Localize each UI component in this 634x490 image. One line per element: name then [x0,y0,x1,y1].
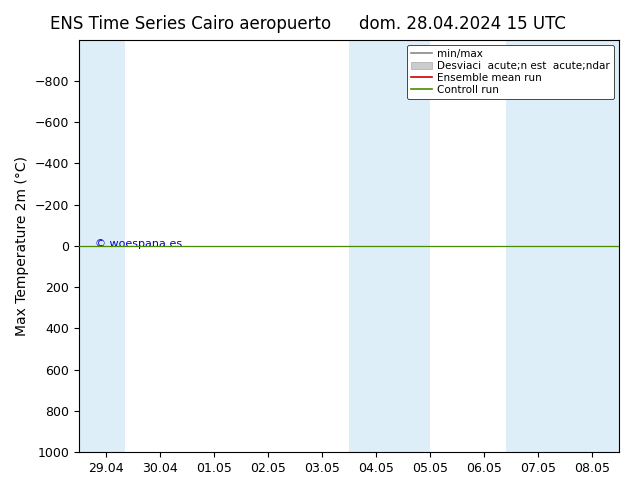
Text: ENS Time Series Cairo aeropuerto: ENS Time Series Cairo aeropuerto [49,15,331,33]
Y-axis label: Max Temperature 2m (°C): Max Temperature 2m (°C) [15,156,29,336]
Text: dom. 28.04.2024 15 UTC: dom. 28.04.2024 15 UTC [359,15,566,33]
Bar [349,40,430,452]
Text: © woespana.es: © woespana.es [95,239,182,249]
Bar [505,40,619,452]
Legend: min/max, Desviaci  acute;n est  acute;ndar, Ensemble mean run, Controll run: min/max, Desviaci acute;n est acute;ndar… [406,45,614,99]
Bar [79,40,125,452]
